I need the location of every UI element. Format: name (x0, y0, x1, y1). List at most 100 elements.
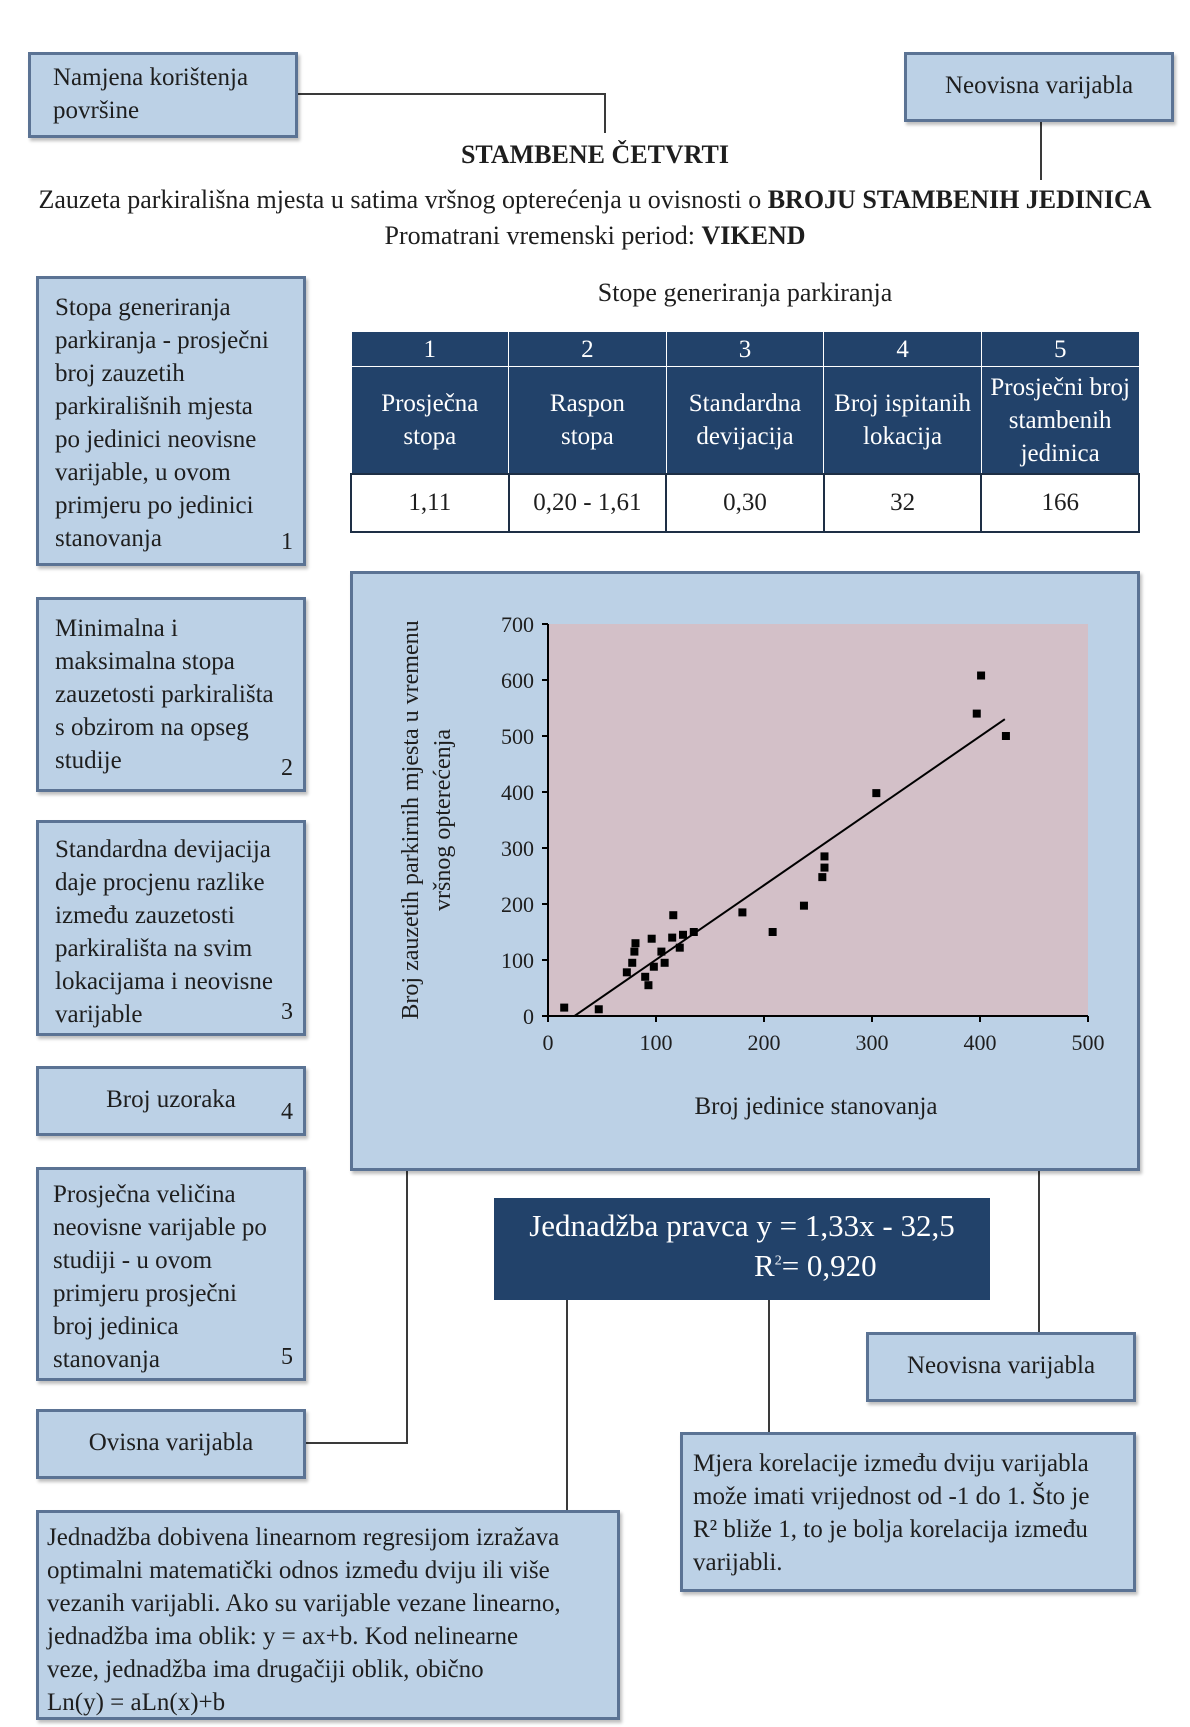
data-point (818, 873, 827, 882)
min-max-callout: Minimalna i maksimalna stopa zauzetosti … (36, 597, 306, 792)
sample-count-text: Broj uzoraka (106, 1086, 236, 1113)
regression-callout: Jednadžba dobivena linearnom regresijom … (36, 1510, 620, 1720)
data-point (628, 958, 637, 967)
equation-line: Jednadžba pravca y = 1,33x - 32,5 (529, 1208, 955, 1243)
avg-size-callout: Prosječna veličina neovisne varijable po… (36, 1167, 306, 1381)
independent-variable-callout-top: Neovisna varijabla (904, 52, 1174, 122)
independent-variable-label-bottom: Neovisna varijabla (906, 1352, 1096, 1379)
column-number: 1 (350, 331, 510, 367)
column-number: 5 (980, 331, 1140, 367)
callout-number-1: 1 (281, 529, 293, 555)
connector-r2 (768, 1298, 770, 1434)
column-number: 3 (665, 331, 825, 367)
data-point (660, 958, 669, 967)
data-point (768, 928, 777, 936)
y-tick-label: 400 (501, 780, 534, 805)
regression-text: Jednadžba dobivena linearnom regresijom … (47, 1524, 561, 1716)
y-tick-label: 300 (501, 836, 534, 861)
y-tick-label: 500 (501, 724, 534, 749)
y-tick-label: 700 (501, 612, 534, 637)
dependent-variable-label: Ovisna varijabla (88, 1429, 254, 1456)
data-point (738, 908, 747, 917)
callout-number-2: 2 (281, 755, 293, 781)
data-point (689, 928, 698, 936)
y-tick-label: 100 (501, 948, 534, 973)
data-point (1001, 732, 1010, 740)
data-point (644, 981, 653, 990)
rates-table: 1 2 3 4 5 Prosječna stopa Raspon stopa S… (350, 331, 1140, 533)
data-point (799, 901, 808, 910)
data-point (820, 852, 829, 861)
column-header: Prosječna stopa (350, 366, 510, 475)
r-squared-label: R (754, 1248, 775, 1283)
column-number: 4 (823, 331, 982, 367)
callout-number-5: 5 (281, 1344, 293, 1370)
r-squared-value: = 0,920 (781, 1248, 877, 1283)
page-title: STAMBENE ČETVRTI (460, 140, 730, 169)
connector-land-use-h (297, 93, 606, 95)
table-caption: Stope generiranja parkiranja (597, 278, 893, 307)
x-tick-label: 200 (748, 1030, 781, 1055)
data-point (631, 939, 640, 948)
column-header: Broj ispitanih lokacija (823, 366, 982, 475)
sample-count-callout: Broj uzoraka 4 (36, 1066, 306, 1136)
y-axis-ticks: 0 100 200 300 400 500 600 700 (501, 612, 548, 1029)
data-point (675, 943, 684, 952)
table-header-labels: Prosječna stopa Raspon stopa Standardna … (350, 366, 1140, 475)
min-max-text: Minimalna i maksimalna stopa zauzetosti … (55, 615, 274, 774)
independent-variable-label-top: Neovisna varijabla (944, 72, 1134, 99)
data-point (649, 962, 658, 971)
data-point (972, 709, 981, 718)
subtitle-bold: BROJU STAMBENIH JEDINICA (767, 185, 1152, 214)
data-point (630, 947, 639, 956)
y-tick-label: 200 (501, 892, 534, 917)
column-header: Standardna devijacija (665, 366, 825, 475)
table-cell: 166 (980, 473, 1140, 533)
data-point (977, 671, 986, 680)
equation-box: Jednadžba pravca y = 1,33x - 32,5 R2= 0,… (494, 1198, 990, 1300)
data-points (560, 671, 1010, 1014)
data-point (668, 933, 677, 942)
std-dev-callout: Standardna devijacija daje procjenu razl… (36, 820, 306, 1036)
connector-equation (566, 1256, 568, 1512)
callout-number-3: 3 (281, 999, 293, 1025)
data-point (641, 972, 650, 981)
rate-definition-callout: Stopa generiranja parkiranja - prosječni… (36, 276, 306, 566)
x-tick-label: 400 (964, 1030, 997, 1055)
x-tick-label: 300 (856, 1030, 889, 1055)
x-tick-label: 0 (543, 1030, 554, 1055)
y-tick-label: 0 (523, 1004, 534, 1029)
table-row: 1,11 0,20 - 1,61 0,30 32 166 (350, 473, 1140, 533)
correlation-callout: Mjera korelacije između dviju varijabla … (680, 1432, 1136, 1592)
r-squared: R2= 0,920 (754, 1248, 877, 1284)
period-line: Promatrani vremenski period: VIKEND (0, 221, 1190, 251)
dependent-variable-callout: Ovisna varijabla (36, 1409, 306, 1479)
table-cell: 1,11 (350, 473, 510, 533)
data-point (669, 911, 678, 920)
correlation-text: Mjera korelacije između dviju varijabla … (693, 1450, 1090, 1576)
data-point (647, 934, 656, 943)
data-point (820, 863, 829, 872)
avg-size-text: Prosječna veličina neovisne varijable po… (53, 1181, 267, 1373)
data-point (622, 968, 631, 977)
page-subtitle: Zauzeta parkirališna mjesta u satima vrš… (0, 185, 1190, 215)
data-point (594, 1005, 603, 1014)
plot-area (548, 624, 1088, 1016)
data-point (657, 947, 666, 956)
y-axis-title: Broj zauzetih parkirnih mjesta u vremenu… (398, 620, 456, 1019)
data-point (872, 789, 881, 798)
period-prefix: Promatrani vremenski period: (384, 221, 702, 250)
std-dev-text: Standardna devijacija daje procjenu razl… (55, 836, 273, 1028)
column-header: Raspon stopa (508, 366, 667, 475)
connector-independent-bottom-v (1038, 1107, 1040, 1335)
rate-definition-text: Stopa generiranja parkiranja - prosječni… (55, 294, 269, 552)
connector-dependent-h (306, 1442, 408, 1444)
callout-number-4: 4 (281, 1099, 293, 1125)
x-tick-label: 500 (1072, 1030, 1105, 1055)
table-header-numbers: 1 2 3 4 5 (350, 331, 1140, 367)
table-cell: 0,30 (665, 473, 825, 533)
x-tick-label: 100 (640, 1030, 673, 1055)
land-use-label: Namjena korištenja površine (53, 64, 249, 124)
land-use-callout: Namjena korištenja površine (28, 52, 298, 138)
